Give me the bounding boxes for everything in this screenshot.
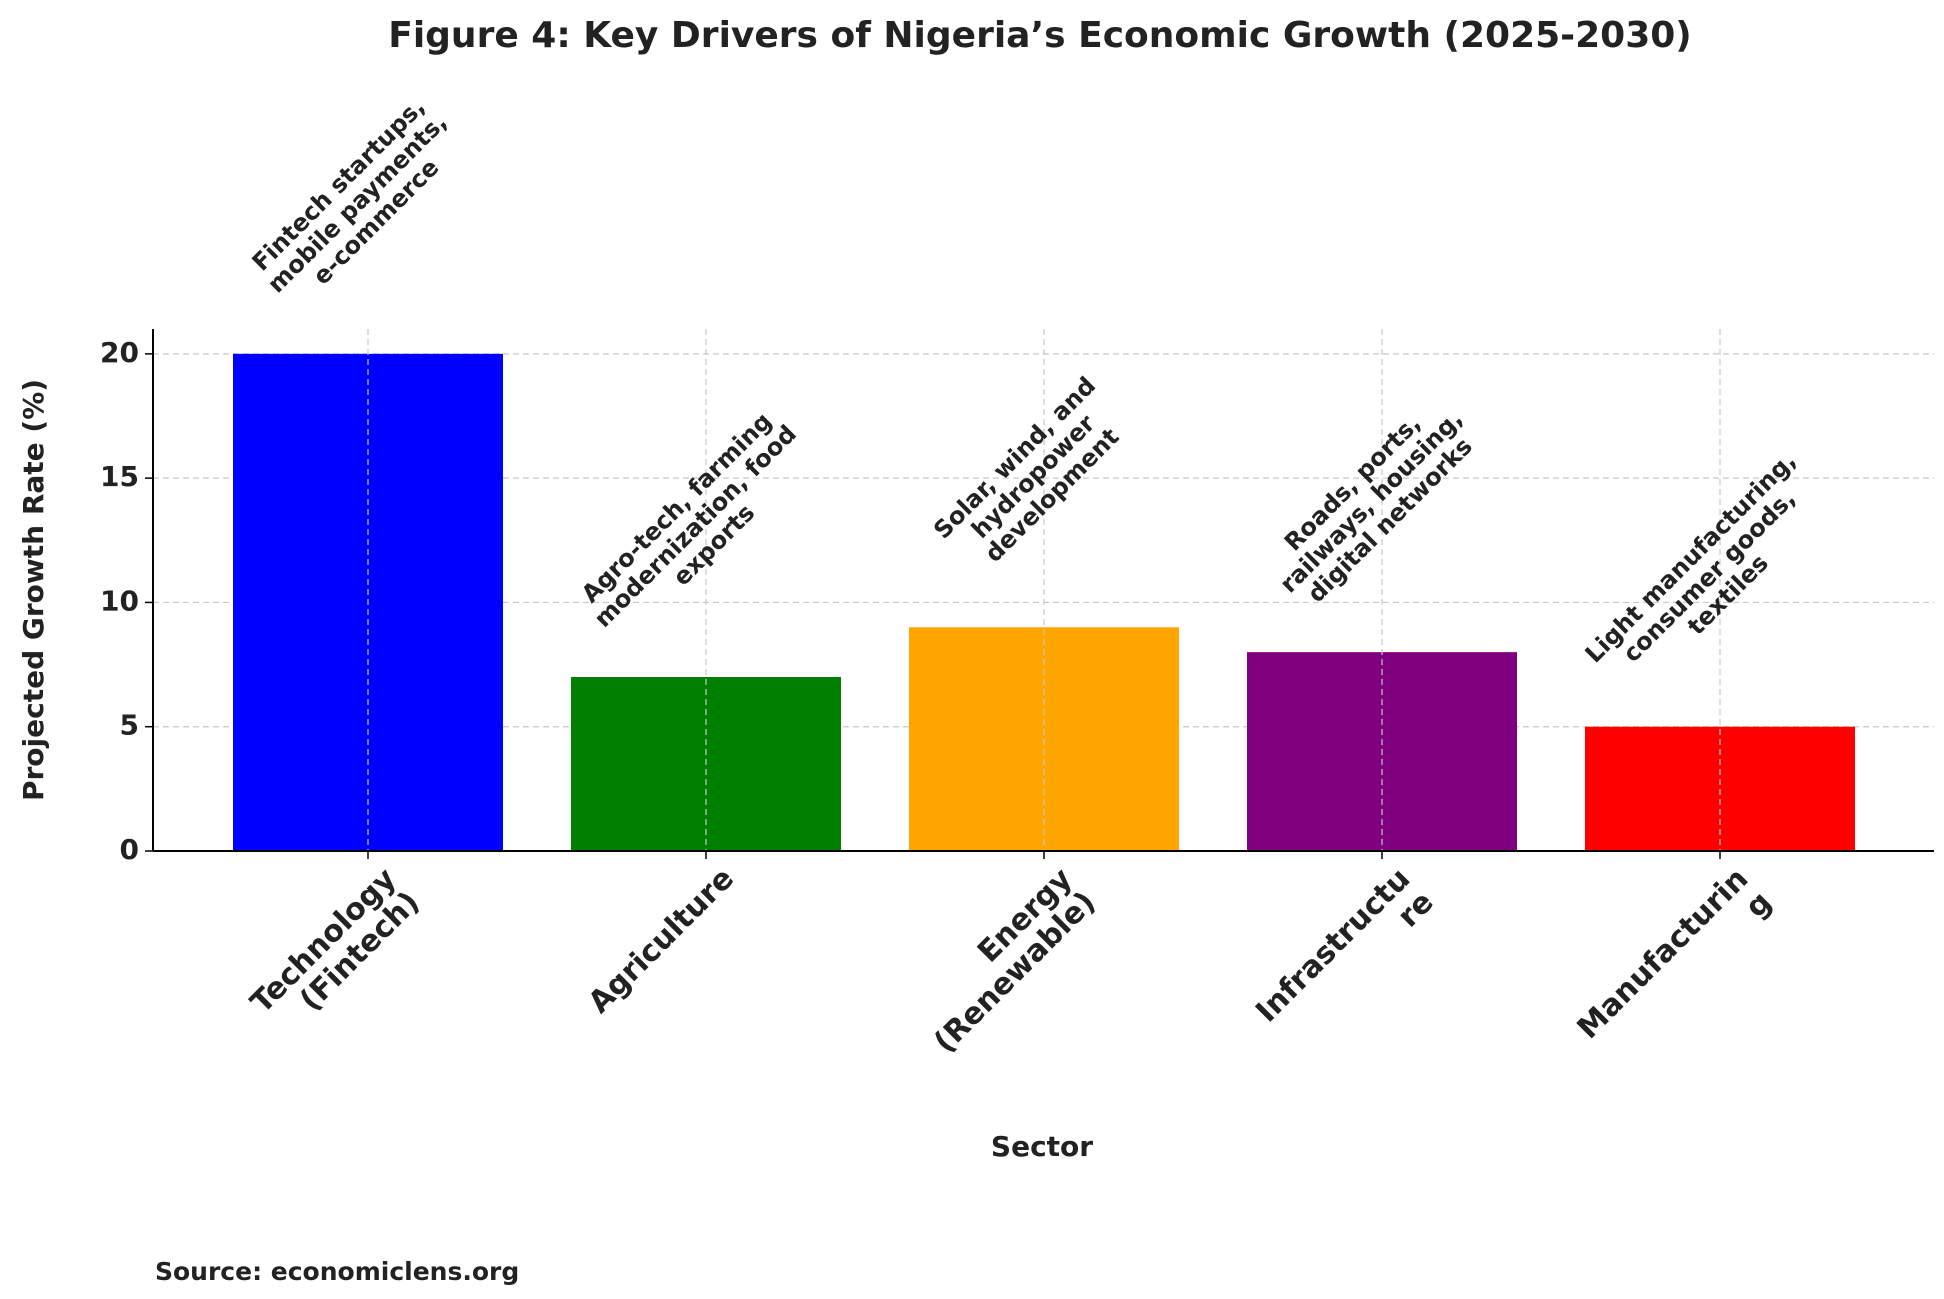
y-tick-label: 5 [120, 709, 139, 742]
x-tick-label: Manufacturing [1570, 861, 1778, 1069]
y-tick-label: 10 [100, 584, 139, 617]
y-tick-label: 15 [100, 460, 139, 493]
x-tick-label: Agriculture [582, 861, 741, 1020]
y-axis-label: Projected Growth Rate (%) [17, 379, 50, 801]
x-tick-label: Energy(Renewable) [904, 861, 1103, 1060]
annotation: Fintech startups,mobile payments,e-comme… [243, 89, 471, 317]
annotation: Solar, wind, andhydropowerdevelopment [928, 371, 1138, 581]
annotation: Light manufacturing,consumer goods,texti… [1580, 446, 1839, 705]
chart-title: Figure 4: Key Drivers of Nigeria’s Econo… [388, 15, 1692, 56]
annotation: Roads, ports,railways, housing,digital n… [1256, 386, 1487, 617]
y-tick-label: 0 [120, 833, 139, 866]
y-tick-label: 20 [100, 336, 139, 369]
x-tick-label: Technology(Fintech) [244, 861, 427, 1044]
x-tick-label: Infrastructure [1249, 861, 1440, 1052]
source-note: Source: economiclens.org [155, 1257, 519, 1286]
x-axis-label: Sector [991, 1130, 1093, 1163]
annotation: Agro-tech, farmingmodernization, foodexp… [570, 401, 821, 652]
